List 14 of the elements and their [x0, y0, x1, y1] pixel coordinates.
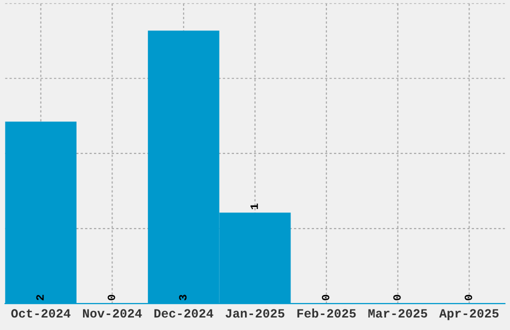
x-tick-label: Feb-2025: [297, 308, 356, 318]
data-label: 2: [36, 294, 44, 300]
data-label: 0: [464, 294, 472, 300]
x-tick-label: Nov-2024: [83, 309, 142, 318]
x-tick-label: Dec-2024: [154, 309, 214, 318]
data-label: 0: [108, 294, 116, 300]
data-label: 0: [322, 294, 330, 300]
x-tick-label: Jan-2025: [226, 309, 284, 318]
data-label: 0: [393, 294, 401, 300]
x-tick-label: Apr-2025: [439, 309, 499, 320]
x-tick-label: Mar-2025: [368, 309, 428, 318]
data-label: 1: [250, 204, 258, 210]
data-label: 3: [179, 294, 187, 300]
x-tick-label: Oct-2024: [11, 309, 70, 318]
